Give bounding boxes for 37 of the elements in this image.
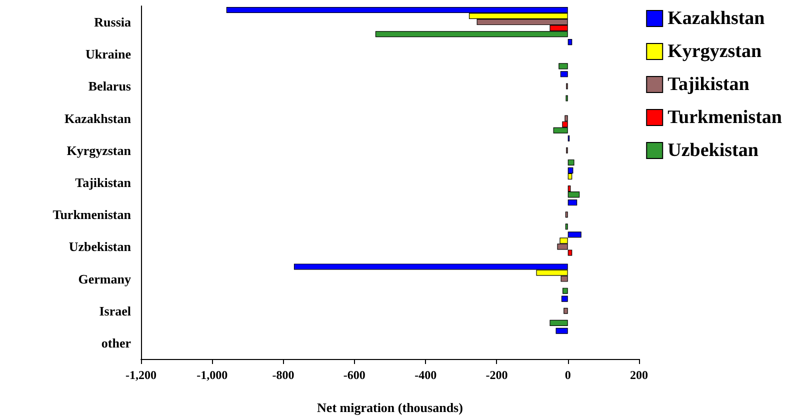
x-tick-label: -400: [414, 368, 437, 382]
bar: [562, 288, 568, 294]
y-tick-label: Tajikistan: [75, 175, 132, 190]
bar: [568, 232, 582, 238]
x-tick-label: 0: [564, 368, 571, 382]
y-tick-label: Kazakhstan: [64, 110, 132, 126]
bar: [560, 71, 568, 78]
bar: [556, 328, 568, 334]
legend-label: Kazakhstan: [668, 8, 766, 29]
x-axis-title: Net migration (thousands): [317, 400, 463, 415]
bar: [568, 39, 572, 46]
bar: [568, 159, 574, 166]
legend-label: Uzbekistan: [668, 140, 759, 161]
bar: [568, 200, 578, 206]
y-tick-label: Israel: [99, 303, 132, 318]
x-tick-label: 200: [630, 368, 648, 382]
bar: [558, 63, 568, 70]
y-tick-label: Russia: [94, 14, 132, 30]
x-tick-label: -800: [272, 368, 294, 382]
x-tick-label: -1,000: [196, 368, 228, 382]
bar: [568, 250, 572, 256]
x-tick-label: -1,200: [126, 368, 156, 382]
legend-label: Tajikistan: [668, 74, 750, 95]
y-tick-label: Belarus: [88, 78, 131, 94]
y-tick-label: Uzbekistan: [68, 239, 132, 254]
y-tick-label: Kyrgyzstan: [66, 142, 132, 158]
x-tick-label: -200: [486, 368, 508, 382]
bar: [550, 320, 568, 326]
bar: [561, 296, 568, 302]
y-tick-label: Turkmenistan: [52, 207, 132, 222]
x-tick-label: -600: [343, 368, 366, 382]
bar: [564, 308, 568, 314]
legend-label: Kyrgyzstan: [668, 41, 762, 62]
y-tick-label: Germany: [78, 271, 132, 286]
legend-label: Turkmenistan: [668, 107, 782, 128]
y-tick-label: Ukraine: [86, 46, 132, 62]
y-tick-label: other: [101, 335, 132, 350]
